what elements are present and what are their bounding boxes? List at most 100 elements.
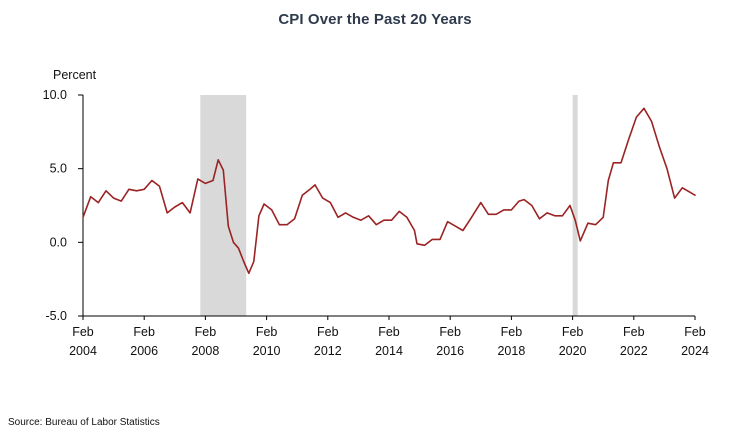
x-tick-month-label: Feb (439, 325, 461, 339)
data-point (105, 190, 106, 191)
data-point (569, 205, 570, 206)
data-point (391, 220, 392, 221)
data-point (360, 220, 361, 221)
y-tick-label: 5.0 (50, 162, 67, 176)
data-point (302, 195, 303, 196)
axes (82, 95, 695, 317)
data-point (368, 215, 369, 216)
data-point (294, 218, 295, 219)
data-point (580, 240, 581, 241)
data-point (524, 199, 525, 200)
data-point (636, 117, 637, 118)
data-point (531, 205, 532, 206)
data-point (620, 162, 621, 163)
data-point (539, 218, 540, 219)
data-point (511, 209, 512, 210)
data-point (238, 248, 239, 249)
x-tick-year-label: 2014 (375, 344, 403, 358)
data-point (228, 226, 229, 227)
data-point (151, 180, 152, 181)
x-tick-year-label: 2004 (69, 344, 97, 358)
series-line-1 (82, 107, 696, 275)
recession-bands (200, 95, 578, 316)
data-point (233, 242, 234, 243)
data-point (694, 195, 695, 196)
data-point (547, 212, 548, 213)
y-tick-label: 0.0 (50, 235, 67, 249)
data-point (432, 239, 433, 240)
data-point (286, 224, 287, 225)
chart-title: CPI Over the Past 20 Years (278, 11, 472, 28)
data-point (628, 139, 629, 140)
y-tick-label: -5.0 (45, 309, 67, 323)
data-point (330, 202, 331, 203)
recession-band-1 (200, 95, 247, 316)
data-point (562, 215, 563, 216)
x-tick-month-label: Feb (378, 325, 400, 339)
data-point (258, 215, 259, 216)
data-point (447, 221, 448, 222)
data-point (651, 121, 652, 122)
data-point (253, 261, 254, 262)
data-point (383, 220, 384, 221)
data-point (190, 212, 191, 213)
data-point (603, 217, 604, 218)
data-point (554, 215, 555, 216)
data-point (98, 202, 99, 203)
x-tick-year-label: 2008 (191, 344, 219, 358)
data-point (136, 190, 137, 191)
data-point (439, 239, 440, 240)
data-point (279, 224, 280, 225)
data-point (218, 159, 219, 160)
data-point (689, 192, 690, 193)
data-point (674, 198, 675, 199)
data-point (353, 217, 354, 218)
data-point (496, 214, 497, 215)
data-point (205, 183, 206, 184)
source-note: Source: Bureau of Labor Statistics (8, 417, 160, 428)
data-point (613, 162, 614, 163)
data-point (345, 212, 346, 213)
data-point (416, 243, 417, 244)
x-tick-year-label: 2020 (559, 344, 587, 358)
data-point (82, 217, 83, 218)
x-tick-month-label: Feb (501, 325, 523, 339)
y-axis-ticks: 10.0 5.0 0.0 -5.0 (43, 88, 83, 323)
data-point (309, 189, 310, 190)
data-point (113, 198, 114, 199)
data-point (503, 209, 504, 210)
data-point (128, 189, 129, 190)
x-tick-year-label: 2022 (620, 344, 648, 358)
data-point (480, 202, 481, 203)
data-point (314, 184, 315, 185)
data-point (263, 203, 264, 204)
data-point (575, 220, 576, 221)
x-tick-month-label: Feb (684, 325, 706, 339)
series-layer (82, 107, 696, 275)
x-tick-year-label: 2024 (681, 344, 709, 358)
data-point (159, 186, 160, 187)
x-tick-year-label: 2016 (436, 344, 464, 358)
data-point (643, 108, 644, 109)
x-tick-month-label: Feb (72, 325, 94, 339)
x-tick-year-label: 2006 (130, 344, 158, 358)
data-point (518, 200, 519, 201)
data-point (587, 223, 588, 224)
x-tick-year-label: 2012 (314, 344, 342, 358)
data-point (488, 214, 489, 215)
x-tick-month-label: Feb (562, 325, 584, 339)
data-point (682, 187, 683, 188)
data-point (470, 218, 471, 219)
x-tick-month-label: Feb (133, 325, 155, 339)
data-point (376, 224, 377, 225)
data-point (659, 146, 660, 147)
x-tick-year-label: 2018 (497, 344, 525, 358)
data-point (144, 189, 145, 190)
data-point (223, 170, 224, 171)
recession-band-2 (572, 95, 578, 316)
data-point (322, 198, 323, 199)
data-point (337, 217, 338, 218)
x-axis-ticks: Feb 2004 Feb 2006 Feb 2008 Feb 2010 Feb 2012 Feb 20… (69, 316, 709, 358)
data-point (248, 273, 249, 274)
